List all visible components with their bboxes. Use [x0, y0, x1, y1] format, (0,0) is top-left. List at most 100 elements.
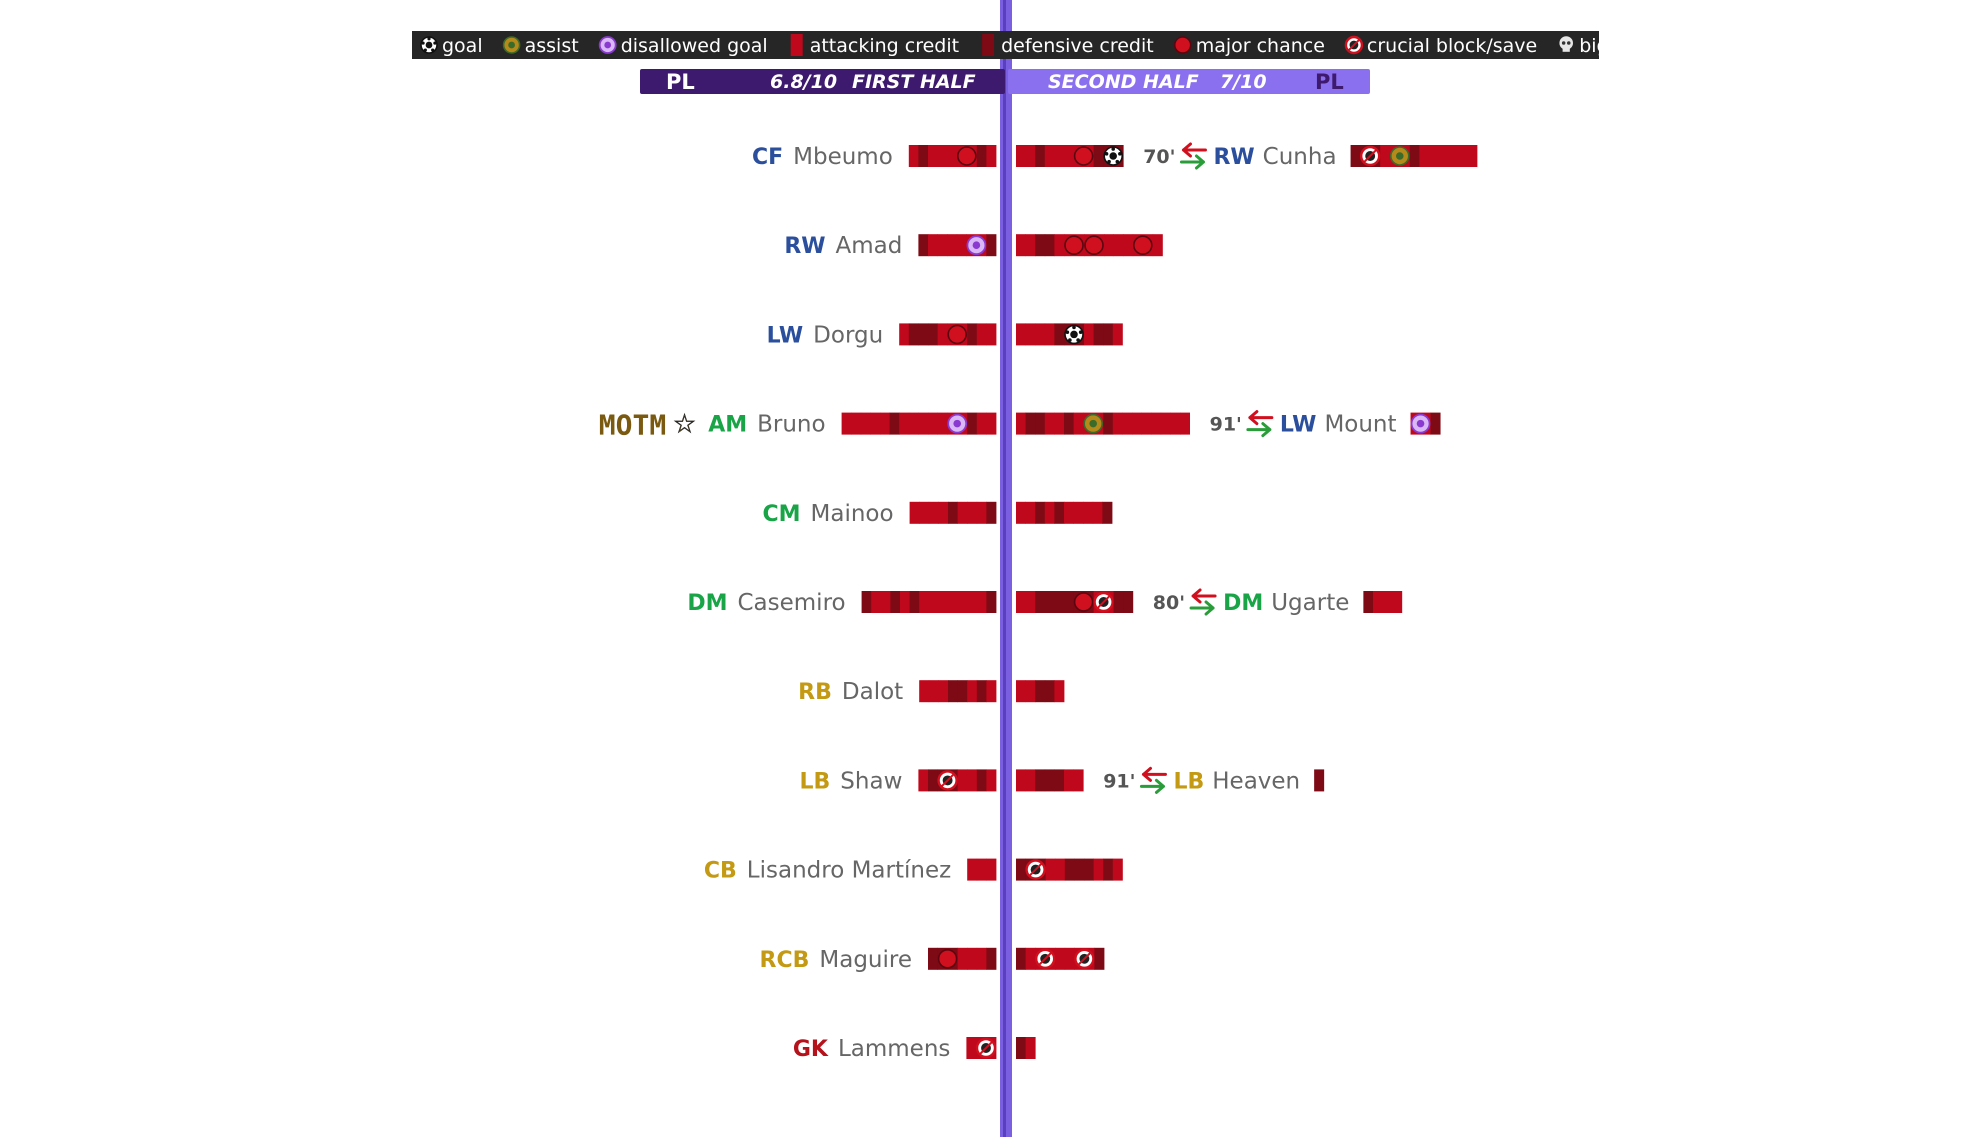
second-half-bar-segment-0: [1016, 501, 1026, 524]
substitute-bar-segment-8: [1448, 145, 1459, 167]
block-icon: [1074, 948, 1095, 969]
second-half-bar-segment-3: [1055, 858, 1066, 881]
player-position: RB: [798, 680, 832, 705]
legend-bar: goal assist disallowed goal attacking credi…: [412, 31, 1661, 59]
disallowed-icon: [1410, 413, 1431, 434]
first-half-bar-segment-0: [909, 501, 920, 524]
substitute-position: LW: [1280, 413, 1317, 438]
second-half-bar-segment-8: [1113, 234, 1124, 257]
assist-icon: [502, 36, 521, 54]
second-half-bar-segment-4: [1064, 858, 1075, 881]
legend-label-4: defensive credit: [1001, 35, 1154, 57]
first-half-bar-segment-1: [928, 680, 939, 703]
block-icon: [1359, 145, 1381, 167]
first-half-bar-segment-2: [986, 858, 997, 881]
first-half-bar-segment-5: [976, 769, 987, 792]
second-half-bar-segment-4: [1054, 769, 1065, 792]
half-header: PL 6.8/10 FIRST HALF SECOND HALF 7/10 PL: [640, 69, 1370, 94]
goal-icon: [1064, 324, 1084, 345]
second-half-bar-segment-11: [1152, 234, 1163, 257]
first-half-bar-segment-2: [957, 947, 968, 970]
second-half-bar-segment-5: [1064, 501, 1074, 524]
second-half-bar-segment-0: [1016, 323, 1026, 346]
substitute-bar-segment-2: [1380, 145, 1391, 167]
chance-icon: [956, 146, 977, 166]
second-half-bar-segment-0: [1016, 1037, 1026, 1059]
substitute-bar-segment-0: [1314, 769, 1325, 792]
second-half-bar-segment-4: [1054, 591, 1065, 613]
second-half-label: SECOND HALF: [1048, 71, 1199, 93]
chance-icon: [1073, 146, 1094, 166]
second-half-bar-segment-1: [1025, 591, 1036, 613]
first-half-bar-segment-8: [938, 591, 949, 613]
first-half-bar-segment-3: [928, 323, 938, 346]
second-half-bar-segment-5: [1064, 769, 1074, 792]
center-divider: [1000, 0, 1012, 1137]
second-half-bar-segment-8: [1113, 591, 1124, 613]
player-row: Amad RW: [784, 233, 1163, 259]
second-half-bar-segment-3: [1044, 323, 1055, 346]
player-position: RW: [784, 234, 825, 259]
block-icon: [1025, 859, 1046, 880]
first-half-bar-segment-3: [937, 145, 948, 167]
assist-icon: [1389, 146, 1410, 166]
second-half-bar-segment-1: [1025, 412, 1036, 435]
player-row: Maguire RCB: [760, 947, 1105, 973]
first-half-bar-segment-0: [908, 145, 919, 167]
first-half-bar-segment-4: [937, 323, 948, 346]
chance-icon: [947, 324, 968, 345]
first-half-bar-segment-1: [928, 769, 938, 792]
first-half-bar-segment-0: [918, 234, 929, 257]
second-half-bar-segment-2: [1035, 412, 1046, 435]
substitute-name: Ugarte: [1271, 590, 1349, 616]
first-half-bar-segment-6: [986, 234, 997, 257]
first-half-bar-segment-7: [976, 323, 987, 346]
second-half-bar-segment-0: [1016, 858, 1026, 881]
first-half-bar-segment-12: [967, 412, 978, 435]
first-half-bar-segment-4: [948, 501, 958, 524]
chance-icon: [1173, 36, 1192, 54]
second-half-bar-segment-9: [1112, 412, 1123, 435]
substitute-position: LB: [1173, 769, 1204, 794]
second-half-bar-segment-3: [1055, 947, 1066, 970]
second-half-bar-segment-5: [1074, 858, 1085, 881]
substitute-bar-segment-5: [1419, 145, 1430, 167]
substitute-bar-segment-3: [1392, 591, 1403, 613]
second-half-bar-segment-1: [1025, 769, 1036, 792]
second-half-bar-segment-7: [1093, 145, 1104, 167]
first-half-header: [640, 69, 1005, 94]
second-half-bar-segment-0: [1016, 591, 1026, 613]
second-half-bar-segment-2: [1035, 234, 1046, 257]
goal-icon: [420, 36, 438, 54]
first-half-bar-segment-10: [957, 591, 968, 613]
first-half-bar-segment-6: [899, 412, 910, 435]
second-half-bar-segment-4: [1054, 234, 1065, 257]
player-position: CB: [704, 859, 737, 884]
first-half-bar-segment-13: [986, 591, 997, 613]
second-half-bar-segment-2: [1035, 323, 1046, 346]
first-half-bar-segment-1: [918, 145, 929, 167]
substitute-name: Mount: [1324, 412, 1396, 438]
player-position: RCB: [760, 948, 810, 973]
first-half-bar-segment-1: [908, 323, 919, 346]
second-half-bar-segment-3: [1044, 501, 1055, 524]
first-half-bar-segment-2: [928, 501, 939, 524]
first-half-bar-segment-3: [890, 591, 901, 613]
player-name: Lisandro Martínez: [747, 858, 951, 884]
second-half-bar-segment-8: [1103, 412, 1114, 435]
substitution-time: 91': [1210, 414, 1242, 436]
second-half-bar-segment-4: [1054, 412, 1065, 435]
second-half-bar-segment-0: [1016, 234, 1026, 257]
first-half-bar-segment-4: [880, 412, 890, 435]
second-half-bar-segment-6: [1073, 769, 1084, 792]
defense-swatch-icon: [982, 34, 995, 56]
player-row: Shaw LB 91' LB Heaven: [800, 766, 1325, 794]
player-position: DM: [687, 591, 727, 616]
attack-swatch-icon: [790, 34, 803, 56]
substitution-icon: [1246, 410, 1274, 438]
legend-label-2: disallowed goal: [621, 35, 768, 57]
first-half-bar-segment-0: [918, 769, 929, 792]
player-row: Lammens GK: [793, 1036, 1036, 1062]
first-half-bar-segment-1: [928, 234, 938, 257]
